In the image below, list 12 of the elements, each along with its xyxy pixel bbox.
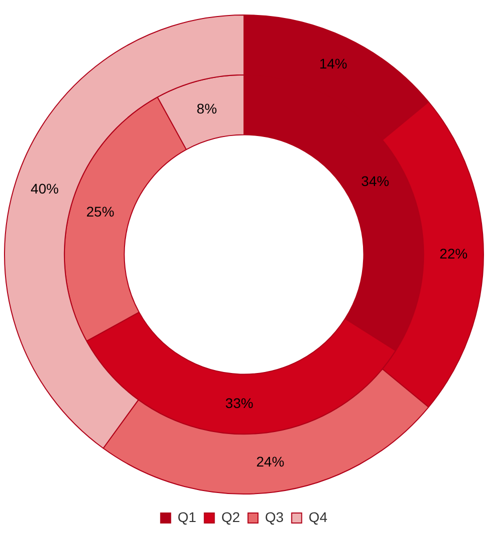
legend-label: Q4 <box>308 508 328 525</box>
data-label: 8% <box>196 100 217 116</box>
data-label: 25% <box>86 204 114 220</box>
data-label: 33% <box>225 394 254 411</box>
data-label: 40% <box>30 180 59 197</box>
data-label: 22% <box>440 245 468 262</box>
data-label: 14% <box>319 56 348 72</box>
legend-label: Q1 <box>178 508 197 525</box>
data-label: 34% <box>361 173 390 190</box>
legend-label: Q2 <box>221 508 240 525</box>
data-label: 24% <box>256 453 284 470</box>
legend-label: Q3 <box>265 508 284 525</box>
